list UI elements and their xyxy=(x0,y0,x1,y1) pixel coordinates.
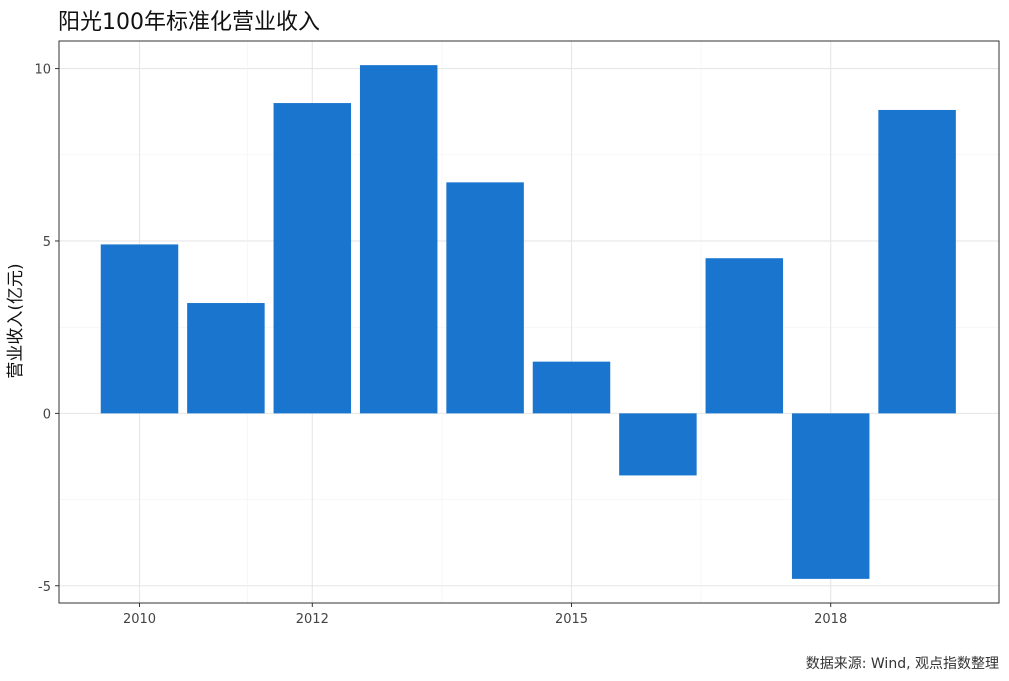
bars xyxy=(100,65,956,579)
bar-2015 xyxy=(532,361,611,414)
bar-2010 xyxy=(100,244,179,414)
x-tick-label: 2018 xyxy=(814,612,847,627)
bar-2013 xyxy=(359,65,438,414)
chart-svg: 10 5 0 -5 2010 2012 2015 2018 营业收入(亿元) xyxy=(6,40,1000,627)
x-axis: 2010 2012 2015 2018 xyxy=(123,603,847,627)
bar-2011 xyxy=(187,303,265,414)
source-caption: 数据来源: Wind, 观点指数整理 xyxy=(805,656,999,672)
bar-2018 xyxy=(791,413,870,579)
bar-2014 xyxy=(446,182,524,414)
y-axis-title: 营业收入(亿元) xyxy=(6,263,26,378)
y-tick-label: -5 xyxy=(38,580,51,595)
y-axis: 10 5 0 -5 xyxy=(34,63,59,595)
x-tick-label: 2015 xyxy=(555,612,588,627)
bar-2012 xyxy=(273,103,352,414)
bar-2016 xyxy=(619,413,697,476)
y-tick-label: 5 xyxy=(43,235,51,250)
chart-title: 阳光100年标准化营业收入 xyxy=(58,10,320,35)
y-tick-label: 10 xyxy=(34,63,51,78)
bar-2019 xyxy=(878,109,956,414)
x-tick-label: 2010 xyxy=(123,612,156,627)
plot-border xyxy=(58,40,1000,604)
y-tick-label: 0 xyxy=(43,407,51,422)
x-tick-label: 2012 xyxy=(296,612,329,627)
bar-2017 xyxy=(705,258,784,414)
